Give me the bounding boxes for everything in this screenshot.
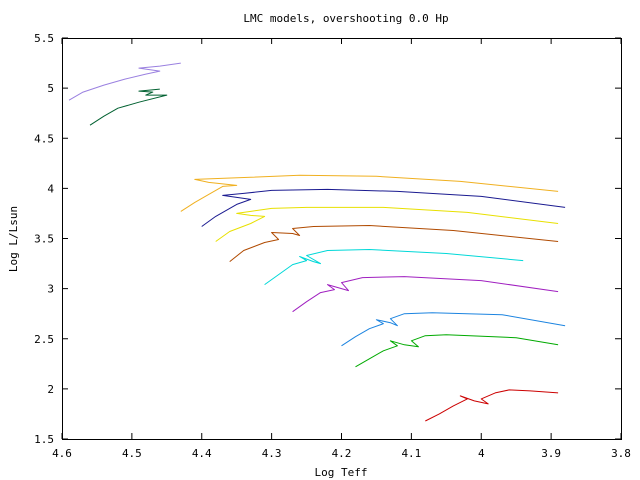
- y-tick-label: 3.5: [34, 233, 54, 246]
- x-tick-label: 4.3: [262, 447, 282, 460]
- series-line-5: [264, 249, 524, 286]
- y-tick-label: 4.5: [34, 132, 54, 145]
- y-tick-label: 4: [47, 182, 54, 195]
- x-tick-label: 4.2: [332, 447, 352, 460]
- x-tick-label: 3.9: [541, 447, 561, 460]
- y-tick-label: 5: [47, 82, 54, 95]
- y-tick-label: 5.5: [34, 32, 54, 45]
- y-tick-label: 1.5: [34, 433, 54, 446]
- series-line-11: [68, 62, 181, 101]
- series-line-3: [341, 312, 566, 347]
- y-tick-label: 2: [47, 383, 54, 396]
- x-tick-label: 4.4: [192, 447, 212, 460]
- x-tick-label: 4.5: [122, 447, 142, 460]
- x-tick-label: 4.1: [401, 447, 421, 460]
- x-axis-label: Log Teff: [315, 466, 368, 479]
- y-tick-label: 3: [47, 283, 54, 296]
- series-line-10: [89, 88, 168, 126]
- series-line-6: [229, 225, 559, 262]
- series-line-4: [292, 276, 559, 313]
- series-line-9: [180, 174, 559, 212]
- series-line-2: [355, 334, 559, 368]
- series-line-1: [425, 389, 559, 422]
- y-tick-label: 2.5: [34, 333, 54, 346]
- x-tick-label: 4.6: [52, 447, 72, 460]
- y-axis-label: Log L/Lsun: [7, 206, 20, 272]
- series-line-7: [215, 206, 559, 242]
- series-line-8: [201, 188, 566, 227]
- x-tick-label: 3.8: [611, 447, 631, 460]
- chart-title: LMC models, overshooting 0.0 Hp: [243, 12, 448, 25]
- x-tick-label: 4: [478, 447, 485, 460]
